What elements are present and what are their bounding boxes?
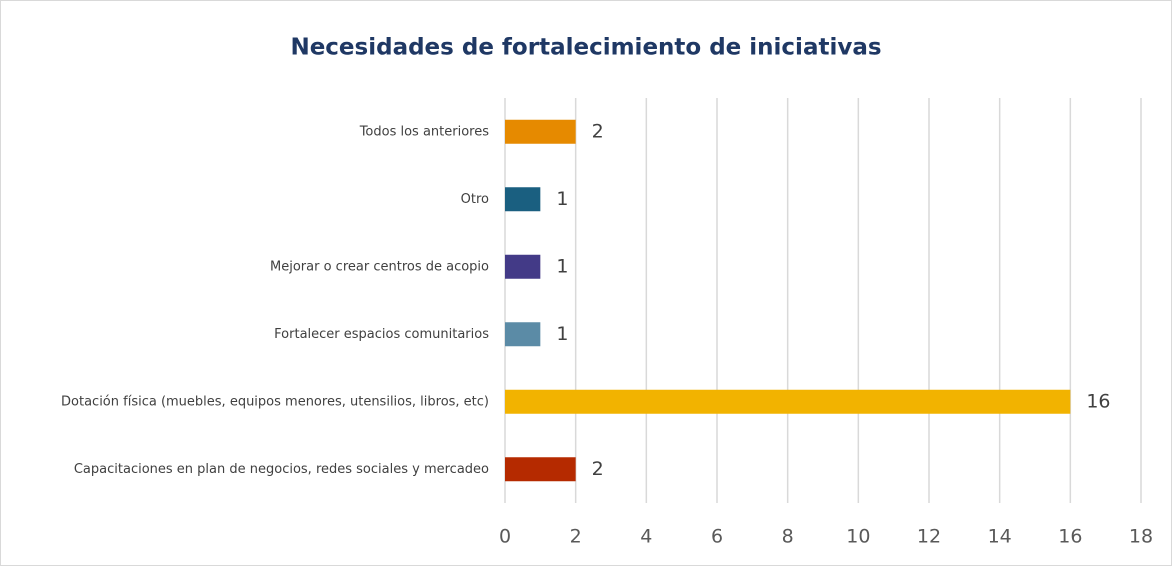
bar [505,457,576,482]
x-tick-label: 0 [499,526,511,548]
y-tick-label: Todos los anteriores [359,124,490,139]
y-tick-label: Dotación física (muebles, equipos menore… [61,394,489,409]
x-tick-label: 16 [1058,526,1082,548]
x-tick-label: 10 [846,526,870,548]
x-tick-label: 4 [640,526,652,548]
y-tick-label: Fortalecer espacios comunitarios [274,327,489,342]
y-tick-label: Capacitaciones en plan de negocios, rede… [74,462,489,477]
x-tick-label: 12 [917,526,941,548]
data-label: 1 [556,188,568,210]
bar [505,322,541,347]
bar [505,119,576,144]
data-label: 1 [556,255,568,277]
y-tick-label: Mejorar o crear centros de acopio [270,259,489,274]
bar [505,254,541,279]
data-label: 16 [1086,390,1110,412]
x-tick-label: 14 [988,526,1012,548]
data-label: 1 [556,323,568,345]
y-tick-label: Otro [461,192,489,207]
bar [505,389,1071,414]
x-tick-label: 6 [711,526,723,548]
data-label: 2 [592,120,604,142]
x-tick-label: 2 [570,526,582,548]
chart-title: Necesidades de fortalecimiento de inicia… [290,35,881,61]
x-tick-label: 18 [1129,526,1153,548]
bar [505,187,541,212]
data-label: 2 [592,458,604,480]
x-tick-label: 8 [782,526,794,548]
